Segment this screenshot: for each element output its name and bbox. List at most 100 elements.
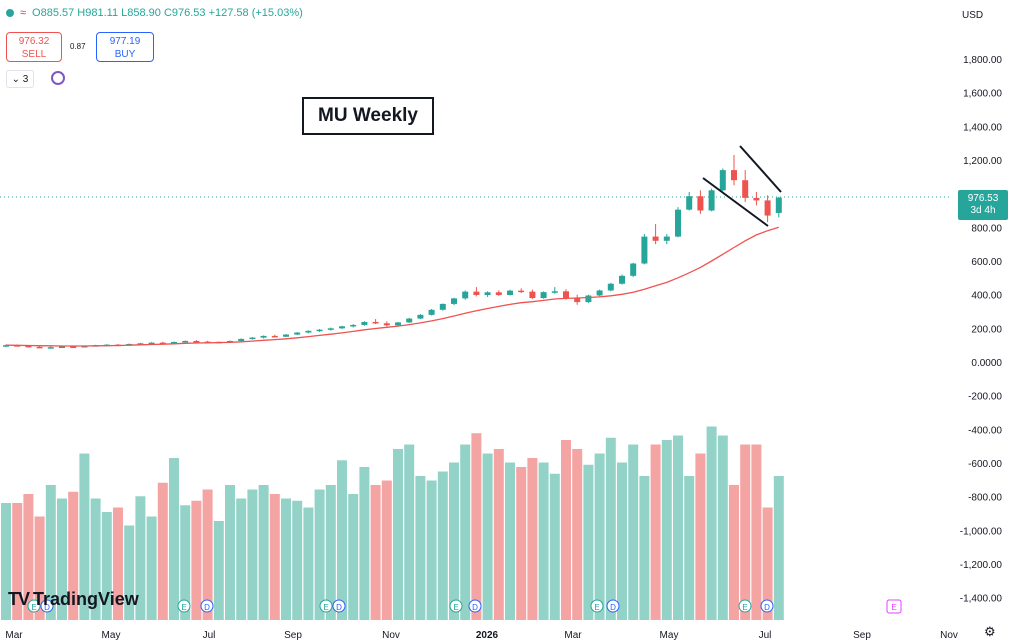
volume-bar bbox=[292, 500, 303, 620]
currency-selector[interactable]: USD bbox=[962, 10, 984, 21]
volume-bar bbox=[460, 444, 471, 620]
candle bbox=[383, 321, 390, 327]
candle bbox=[249, 337, 256, 340]
candle-body bbox=[585, 295, 592, 303]
earnings-marker[interactable]: E bbox=[27, 599, 41, 613]
price-axis-label: 200.00 bbox=[971, 324, 1002, 335]
sync-icon[interactable] bbox=[51, 71, 65, 85]
volume-bar bbox=[639, 476, 650, 620]
price-axis-label: -600.00 bbox=[968, 459, 1002, 470]
candle-body bbox=[182, 340, 189, 343]
earnings-marker[interactable]: E bbox=[590, 599, 604, 613]
candle-body bbox=[283, 334, 289, 337]
candle bbox=[417, 314, 424, 320]
candle-body bbox=[372, 321, 379, 324]
volume-bar bbox=[225, 485, 235, 620]
candle bbox=[596, 289, 603, 297]
candle-body bbox=[25, 345, 32, 348]
indicators-collapse-button[interactable]: ⌄ 3 bbox=[6, 70, 34, 88]
buy-button[interactable]: 977.19 BUY bbox=[96, 32, 154, 62]
candle-body bbox=[428, 309, 435, 315]
candle bbox=[271, 334, 278, 338]
candle bbox=[607, 282, 614, 292]
volume-bar bbox=[695, 453, 706, 620]
earnings-marker[interactable]: E bbox=[449, 599, 463, 613]
price-axis-label: 1,800.00 bbox=[963, 55, 1002, 66]
sell-button[interactable]: 976.32 SELL bbox=[6, 32, 62, 62]
indicator-wave-icon[interactable]: ≈ bbox=[20, 7, 27, 19]
volume-bar bbox=[426, 480, 437, 620]
svg-text:D: D bbox=[610, 603, 616, 612]
time-axis[interactable]: Mar May Jul Sep Nov 2026 Mar May Jul Sep Nov bbox=[5, 630, 958, 641]
candle-body bbox=[518, 290, 525, 293]
candle-body bbox=[719, 170, 726, 191]
candle bbox=[731, 154, 737, 186]
candle bbox=[529, 289, 536, 299]
candle bbox=[406, 317, 413, 323]
volume-bar bbox=[370, 485, 381, 620]
dividend-marker[interactable]: D bbox=[332, 599, 346, 613]
candle-body bbox=[3, 345, 9, 347]
future-earnings-marker[interactable]: E bbox=[886, 599, 902, 614]
dividend-marker[interactable]: D bbox=[200, 599, 214, 613]
candle bbox=[339, 325, 345, 330]
volume-bar bbox=[516, 467, 527, 620]
earnings-marker[interactable]: E bbox=[177, 599, 191, 613]
candle-body bbox=[47, 347, 54, 349]
candle bbox=[451, 297, 457, 306]
candle-body bbox=[406, 318, 413, 323]
sell-label: SELL bbox=[21, 49, 47, 60]
volume-bar bbox=[684, 476, 695, 620]
volume-bar bbox=[482, 453, 493, 620]
price-axis-label: 0.0000 bbox=[971, 358, 1002, 369]
svg-text:D: D bbox=[336, 603, 342, 612]
volume-bar bbox=[415, 476, 426, 620]
price-axis[interactable]: 1,800.001,600.001,400.001,200.001,000.00… bbox=[960, 55, 1003, 605]
tradingview-logo[interactable]: TV TradingView bbox=[8, 589, 139, 610]
volume-bar bbox=[717, 435, 728, 620]
volume-bar bbox=[437, 471, 448, 620]
ohlc-legend: ≈ O885.57 H981.11 L858.90 C976.53 +127.58… bbox=[6, 7, 303, 19]
dividend-marker[interactable]: D bbox=[468, 599, 482, 613]
candle bbox=[294, 332, 301, 336]
candle bbox=[238, 338, 245, 342]
price-axis-label: 600.00 bbox=[971, 257, 1002, 268]
trendline-upper bbox=[739, 145, 782, 193]
gear-icon[interactable]: ⚙ bbox=[984, 624, 996, 639]
candle bbox=[753, 191, 760, 206]
earnings-marker[interactable]: E bbox=[738, 599, 752, 613]
candle-body bbox=[462, 291, 469, 299]
dividend-marker[interactable]: D bbox=[760, 599, 774, 613]
volume-bar bbox=[169, 458, 179, 620]
volume-bar bbox=[79, 453, 90, 620]
candle-body bbox=[260, 335, 267, 338]
svg-text:E: E bbox=[742, 603, 747, 612]
candle bbox=[585, 294, 592, 304]
volume-bar bbox=[740, 444, 751, 620]
candle-body bbox=[775, 197, 782, 213]
svg-text:E: E bbox=[453, 603, 458, 612]
time-axis-label: Nov bbox=[940, 630, 958, 641]
market-status-icon bbox=[6, 9, 14, 18]
time-axis-label: May bbox=[660, 630, 679, 641]
dividend-marker[interactable]: D bbox=[606, 599, 620, 613]
volume-bar bbox=[101, 512, 112, 620]
candle bbox=[462, 290, 469, 300]
candle bbox=[764, 195, 771, 223]
volume-bar bbox=[505, 462, 515, 620]
candle bbox=[47, 346, 54, 349]
volume-bar bbox=[404, 444, 415, 620]
volume-bar bbox=[493, 449, 504, 620]
volume-bar bbox=[661, 440, 672, 620]
candle-body bbox=[607, 283, 614, 291]
candle bbox=[148, 342, 155, 345]
candle bbox=[697, 190, 704, 214]
earnings-marker[interactable]: E bbox=[319, 599, 333, 613]
dividend-marker[interactable]: D bbox=[40, 599, 54, 613]
svg-text:D: D bbox=[472, 603, 478, 612]
volume-bar bbox=[1, 503, 11, 620]
candle-body bbox=[708, 190, 715, 211]
candle-body bbox=[619, 275, 625, 284]
volume-bar bbox=[538, 462, 549, 620]
